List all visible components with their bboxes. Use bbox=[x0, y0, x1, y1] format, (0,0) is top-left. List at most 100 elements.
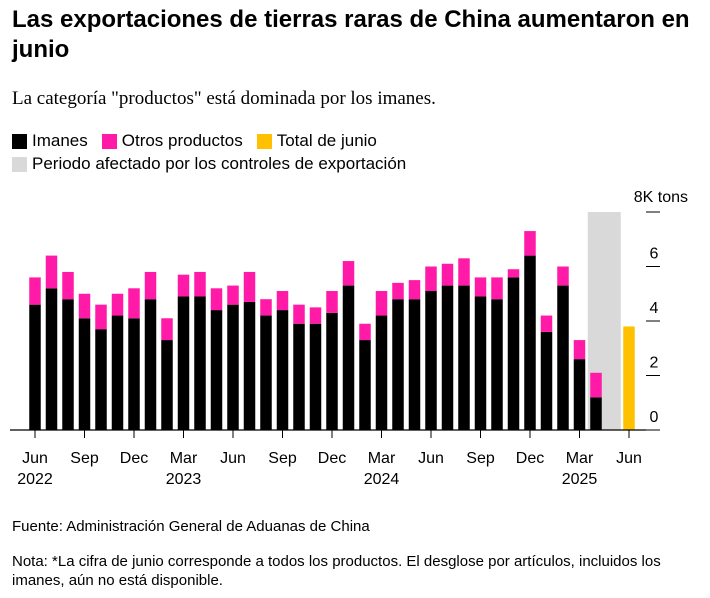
legend: Imanes Otros productos Total de junio bbox=[12, 130, 391, 152]
x-tick-label-2024-09: Sep bbox=[466, 450, 495, 467]
legend-label-periodo: Periodo afectado por los controles de ex… bbox=[32, 154, 407, 173]
legend-swatch-periodo bbox=[12, 156, 27, 172]
bar-otros-2023-12 bbox=[326, 291, 338, 313]
legend-label-imanes: Imanes bbox=[32, 131, 88, 150]
bar-total-junio-2025-06 bbox=[623, 326, 635, 430]
chart-subtitle: La categoría "productos" está dominada p… bbox=[12, 88, 436, 109]
x-tick-label-2023-06: Jun bbox=[220, 450, 246, 467]
bar-otros-2022-06 bbox=[29, 277, 41, 305]
bar-otros-2023-02 bbox=[161, 318, 173, 341]
legend-label-total-junio: Total de junio bbox=[276, 131, 377, 150]
y-tick-label-4: 4 bbox=[650, 300, 659, 317]
bar-imanes-2023-04 bbox=[194, 296, 206, 430]
legend-item-imanes: Imanes bbox=[12, 130, 88, 152]
bar-imanes-2024-12 bbox=[524, 255, 536, 430]
bar-imanes-2022-12 bbox=[128, 318, 140, 430]
bar-otros-2023-09 bbox=[276, 291, 289, 311]
bar-otros-2023-04 bbox=[194, 271, 206, 297]
x-year-label-2023: 2023 bbox=[166, 471, 202, 488]
bar-otros-2024-02 bbox=[359, 323, 371, 341]
bar-imanes-2023-12 bbox=[326, 312, 338, 430]
bar-otros-2023-03 bbox=[177, 274, 190, 297]
bar-imanes-2023-11 bbox=[309, 323, 322, 430]
legend-swatch-total-junio bbox=[256, 133, 272, 149]
bar-otros-2024-12 bbox=[524, 231, 536, 256]
x-year-label-2022: 2022 bbox=[17, 471, 53, 488]
bar-imanes-2023-08 bbox=[260, 315, 272, 430]
x-tick-label-2023-03: Mar bbox=[170, 450, 198, 467]
bar-otros-2025-04 bbox=[590, 372, 602, 398]
bar-otros-2024-08 bbox=[458, 258, 470, 286]
bar-otros-2023-06 bbox=[227, 285, 239, 305]
bar-imanes-2025-01 bbox=[540, 331, 553, 430]
x-tick-label-2024-12: Dec bbox=[516, 450, 544, 467]
bar-imanes-2024-09 bbox=[474, 296, 487, 430]
bar-otros-2024-10 bbox=[491, 277, 503, 300]
footnote: Nota: *La cifra de junio corresponde a t… bbox=[12, 553, 661, 589]
bar-imanes-2025-04 bbox=[590, 397, 602, 430]
bar-imanes-2025-02 bbox=[557, 285, 569, 430]
bar-otros-2022-12 bbox=[128, 288, 140, 319]
bar-otros-2023-08 bbox=[260, 299, 272, 316]
legend-swatch-imanes bbox=[12, 133, 27, 149]
bar-imanes-2022-07 bbox=[45, 288, 58, 430]
bar-imanes-2022-06 bbox=[29, 304, 41, 430]
bar-imanes-2024-02 bbox=[359, 340, 371, 430]
bar-otros-2022-11 bbox=[111, 293, 124, 316]
bar-otros-2022-09 bbox=[78, 293, 91, 319]
bar-otros-2024-09 bbox=[474, 277, 487, 297]
bar-imanes-2023-01 bbox=[144, 299, 157, 430]
y-tick-label-0: 0 bbox=[650, 409, 659, 426]
bar-imanes-2022-09 bbox=[78, 318, 91, 430]
x-tick-label-2025-03: Mar bbox=[566, 450, 594, 467]
x-tick-label-2024-03: Mar bbox=[368, 450, 396, 467]
bar-otros-2023-10 bbox=[293, 304, 305, 324]
x-tick-label-2023-12: Dec bbox=[318, 450, 346, 467]
bar-otros-2024-01 bbox=[342, 261, 355, 286]
bar-otros-2025-03 bbox=[573, 340, 586, 360]
bar-imanes-2023-06 bbox=[227, 304, 239, 430]
legend-label-otros: Otros productos bbox=[121, 131, 243, 150]
bar-otros-2024-04 bbox=[392, 282, 404, 300]
x-tick-label-2025-06: Jun bbox=[616, 450, 642, 467]
legend-period: Periodo afectado por los controles de ex… bbox=[12, 153, 420, 175]
bar-otros-2022-07 bbox=[45, 255, 58, 289]
legend-item-otros: Otros productos bbox=[101, 130, 243, 152]
legend-item-total-junio: Total de junio bbox=[256, 130, 377, 152]
bar-otros-2024-07 bbox=[441, 263, 454, 286]
bar-imanes-2022-10 bbox=[95, 329, 107, 430]
bar-otros-2025-02 bbox=[557, 266, 569, 286]
source-note: Fuente: Administración General de Aduana… bbox=[12, 518, 370, 535]
bar-otros-2022-10 bbox=[95, 304, 107, 330]
bar-imanes-2024-03 bbox=[375, 315, 388, 430]
bar-imanes-2024-08 bbox=[458, 285, 470, 430]
y-tick-label-8: 8K tons bbox=[634, 189, 688, 206]
bar-imanes-2022-11 bbox=[111, 315, 124, 430]
bar-otros-2024-05 bbox=[408, 280, 421, 300]
legend-swatch-otros bbox=[101, 133, 117, 149]
bar-imanes-2024-11 bbox=[507, 277, 520, 430]
chart-title: Las exportaciones de tierras raras de Ch… bbox=[12, 6, 690, 63]
bar-otros-2023-01 bbox=[144, 271, 157, 300]
legend-item-periodo: Periodo afectado por los controles de ex… bbox=[12, 153, 406, 175]
bar-imanes-2023-10 bbox=[293, 323, 305, 430]
bar-imanes-2023-07 bbox=[243, 301, 256, 430]
bar-otros-2023-11 bbox=[309, 307, 322, 324]
x-tick-label-2022-12: Dec bbox=[120, 450, 148, 467]
bar-imanes-2024-07 bbox=[441, 285, 454, 430]
bar-imanes-2024-06 bbox=[425, 291, 437, 430]
bar-otros-2022-08 bbox=[62, 271, 74, 300]
bar-imanes-2023-09 bbox=[276, 310, 289, 430]
x-year-label-2025: 2025 bbox=[562, 471, 598, 488]
bar-imanes-2022-08 bbox=[62, 299, 74, 430]
bar-otros-2024-03 bbox=[375, 291, 388, 316]
bar-otros-2024-06 bbox=[425, 266, 437, 292]
x-tick-label-2023-09: Sep bbox=[268, 450, 297, 467]
x-year-label-2024: 2024 bbox=[364, 471, 400, 488]
x-tick-label-2022-06: Jun bbox=[22, 450, 48, 467]
y-tick-label-6: 6 bbox=[650, 246, 659, 263]
bar-otros-2023-05 bbox=[210, 288, 223, 311]
bar-imanes-2024-01 bbox=[342, 285, 355, 430]
bar-imanes-2025-03 bbox=[573, 359, 586, 430]
